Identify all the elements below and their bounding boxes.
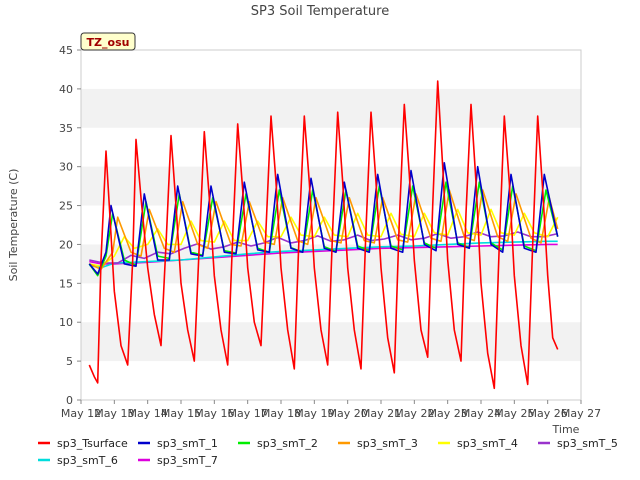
y-tick-label: 15 <box>59 277 73 290</box>
legend-label: sp3_smT_6 <box>57 454 118 467</box>
y-tick-label: 5 <box>66 355 73 368</box>
y-axis-ticks: 0 5 10 15 20 25 30 35 40 45 <box>59 44 81 407</box>
y-tick-label: 0 <box>66 394 73 407</box>
series-line-sp3_Tsurface <box>88 80 559 390</box>
y-tick-label: 20 <box>59 238 73 251</box>
legend-label: sp3_smT_4 <box>457 437 518 450</box>
y-tick-label: 30 <box>59 161 73 174</box>
legend-label: sp3_smT_7 <box>157 454 218 467</box>
legend-label: sp3_smT_2 <box>257 437 318 450</box>
x-tick-label: May 15 <box>161 407 201 420</box>
legend-label: sp3_smT_3 <box>357 437 418 450</box>
grid-band <box>81 166 581 206</box>
series-line-sp3_smT_5 <box>89 231 558 264</box>
x-tick-label: May 20 <box>328 407 368 420</box>
plot-border <box>80 49 582 401</box>
x-tick-label: May 22 <box>394 407 434 420</box>
x-tick-label: May 27 <box>561 407 601 420</box>
legend-label: sp3_smT_1 <box>157 437 218 450</box>
annotation-text: TZ_osu <box>87 36 130 49</box>
y-axis-label: Soil Temperature (C) <box>7 169 20 282</box>
legend: sp3_Tsurface sp3_smT_1 sp3_smT_2 sp3_smT_3 s… <box>38 437 618 467</box>
x-tick-label: May 14 <box>128 407 168 420</box>
x-tick-label: May 16 <box>194 407 234 420</box>
data-series-group <box>88 80 559 390</box>
y-tick-label: 10 <box>59 316 73 329</box>
y-tick-label: 40 <box>59 83 73 96</box>
x-tick-label: May 13 <box>94 407 134 420</box>
y-tick-label: 45 <box>59 44 73 57</box>
x-tick-label: May 26 <box>528 407 568 420</box>
x-tick-label: May 19 <box>294 407 334 420</box>
series-line-sp3_smT_4 <box>89 208 559 268</box>
site-annotation: TZ_osu <box>80 32 136 51</box>
x-tick-label: May 18 <box>261 407 301 420</box>
x-tick-label: May 21 <box>361 407 401 420</box>
grid-band <box>81 88 581 128</box>
x-axis-label: Time <box>552 423 580 436</box>
x-tick-label: May 12 <box>61 407 101 420</box>
legend-label: sp3_smT_5 <box>557 437 618 450</box>
x-tick-label: May 25 <box>494 407 534 420</box>
x-tick-label: May 24 <box>461 407 501 420</box>
annotation-box <box>80 32 136 51</box>
chart-title: SP3 Soil Temperature <box>251 4 389 19</box>
y-tick-label: 35 <box>59 122 73 135</box>
x-tick-label: May 17 <box>228 407 268 420</box>
legend-label: sp3_Tsurface <box>57 437 128 450</box>
grid-band <box>81 322 581 362</box>
x-tick-label: May 23 <box>428 407 468 420</box>
y-tick-label: 25 <box>59 200 73 213</box>
